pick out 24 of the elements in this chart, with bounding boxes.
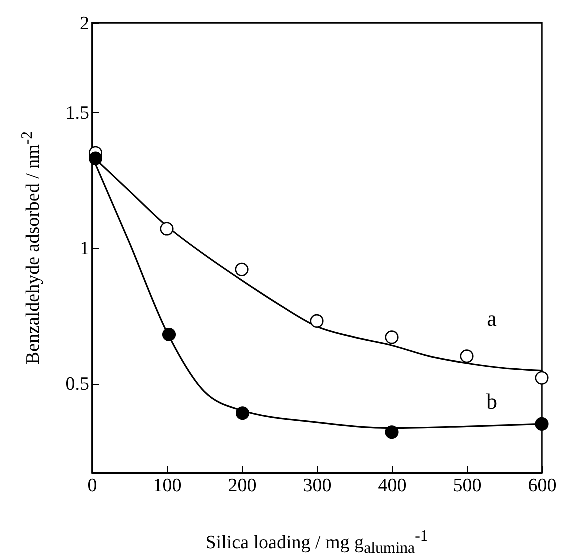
point [88, 152, 103, 166]
x-tick-label: 600 [528, 476, 557, 496]
point [460, 350, 474, 364]
x-tick-label: 100 [153, 476, 182, 496]
point [535, 417, 549, 431]
x-tick-label: 200 [228, 476, 257, 496]
point [160, 222, 174, 236]
point [310, 314, 324, 328]
series-label: a [487, 306, 498, 331]
y-tick-label: 2 [80, 14, 90, 34]
y-tick-label: 1.5 [66, 102, 90, 124]
point [385, 426, 399, 440]
x-tick-label: 300 [303, 476, 332, 496]
x-tick-label: 400 [378, 476, 407, 496]
y-tick-label: 1 [80, 238, 90, 260]
point [535, 371, 549, 385]
x-tick-label: 0 [88, 476, 98, 496]
x-tick-label: 500 [453, 476, 482, 496]
point [236, 406, 250, 420]
y-tick-label: 0.5 [66, 374, 90, 396]
point [162, 328, 176, 342]
point [385, 330, 399, 344]
series-label: b [486, 389, 498, 414]
point [235, 262, 249, 276]
